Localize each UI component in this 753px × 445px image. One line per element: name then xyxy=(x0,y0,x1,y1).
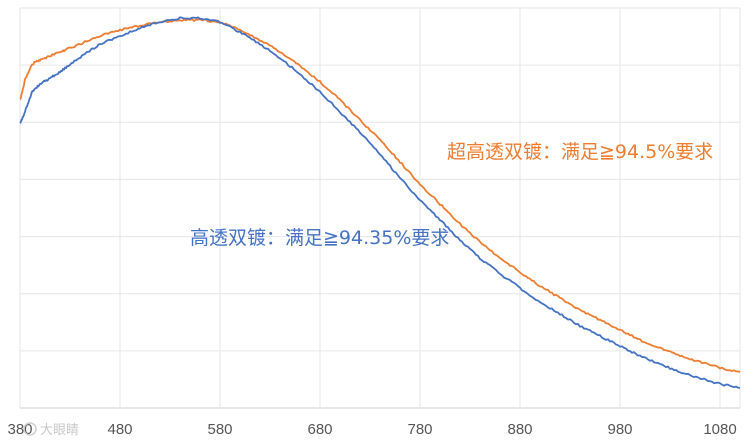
x-tick-label: 780 xyxy=(407,421,432,438)
grid xyxy=(19,7,741,409)
series-line-blue xyxy=(19,16,741,389)
x-tick-label: 580 xyxy=(207,421,232,438)
x-tick-label: 680 xyxy=(307,421,332,438)
x-axis-ticks: 380 480 580 680 780 880 980 1080 xyxy=(7,421,736,438)
series-lines xyxy=(19,16,741,389)
x-tick-label: 880 xyxy=(507,421,532,438)
watermark-text: 大眼睛 xyxy=(40,423,79,438)
watermark-eye-icon xyxy=(23,422,37,436)
x-tick-label: 480 xyxy=(107,421,132,438)
series-line-orange xyxy=(19,18,741,373)
x-tick-label: 980 xyxy=(607,421,632,438)
x-tick-label: 1080 xyxy=(703,421,736,438)
annotation-high-transmission: 高透双镀：满足≧94.35%要求 xyxy=(190,227,449,249)
watermark: 大眼睛 xyxy=(23,422,79,438)
annotation-super-high-transmission: 超高透双镀：满足≧94.5%要求 xyxy=(447,141,713,163)
